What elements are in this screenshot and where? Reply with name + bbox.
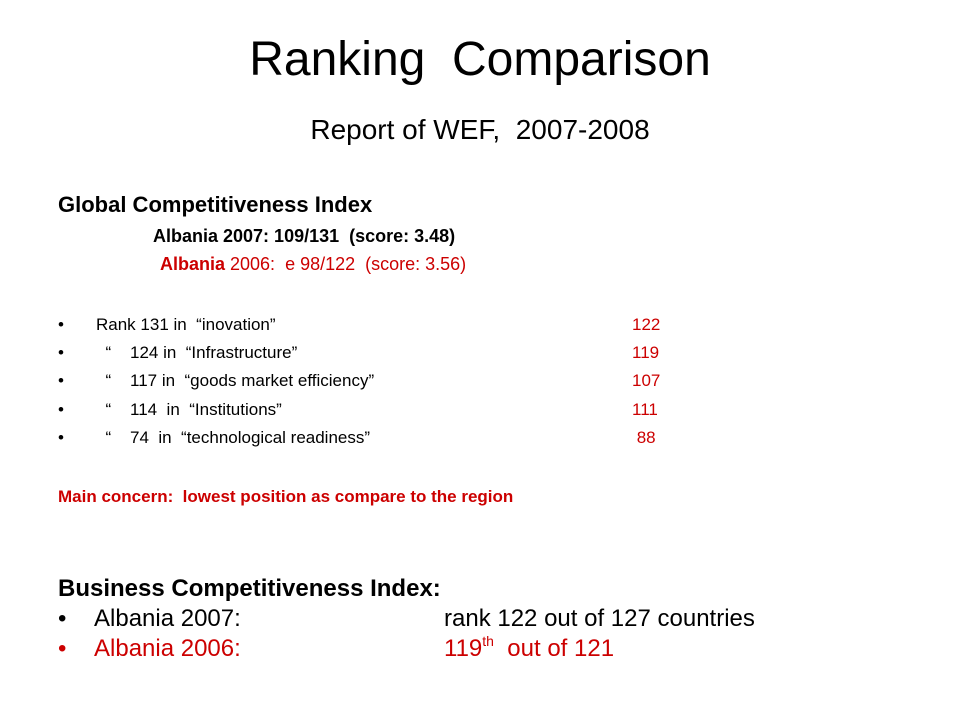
gci-main-concern: Main concern: lowest position as compare… [58, 487, 514, 506]
bullet-icon: • [58, 400, 64, 419]
gci-albania-2007: Albania 2007: 109/131 (score: 3.48) [153, 226, 456, 246]
gci-albania-2006: Albania 2006: e 98/122 (score: 3.56) [160, 253, 466, 275]
page-subtitle: Report of WEF, 2007-2008 [310, 114, 650, 145]
bci-2006-rest: out of 121 [493, 635, 615, 662]
rank-text: “ 114 in “Institutions” [96, 400, 282, 419]
bullet-icon: • [58, 635, 67, 662]
bci-2006-rank: 119 [444, 635, 483, 662]
bci-2007-value: rank 122 out of 127 countries [444, 605, 755, 632]
rank-text: “ 117 in “goods market efficiency” [96, 371, 375, 390]
rank-previous: 88 [632, 428, 656, 447]
bullet-icon: • [58, 428, 64, 447]
bci-2006-ordinal-suffix: th [482, 633, 494, 649]
rank-previous: 119 [632, 343, 660, 362]
bci-2007-label: Albania 2007: [94, 605, 241, 632]
bullet-icon: • [58, 371, 64, 390]
bci-heading: Business Competitiveness Index: [58, 575, 441, 602]
rank-previous: 122 [632, 315, 661, 334]
bullet-icon: • [58, 315, 64, 334]
gci-albania-2006-country: Albania [160, 254, 226, 274]
bullet-icon: • [58, 605, 67, 632]
rank-previous: 111 [632, 400, 658, 419]
bullet-icon: • [58, 343, 64, 362]
rank-text: Rank 131 in “inovation” [96, 315, 276, 334]
bci-2006-value: 119th out of 121 [444, 634, 614, 664]
rank-text: “ 74 in “technological readiness” [96, 428, 371, 447]
page-title: Ranking Comparison [249, 33, 711, 86]
gci-heading: Global Competitiveness Index [58, 192, 373, 217]
gci-albania-2006-rest: 2006: e 98/122 (score: 3.56) [225, 254, 467, 274]
rank-previous: 107 [632, 371, 661, 390]
rank-text: “ 124 in “Infrastructure” [96, 343, 298, 362]
bci-2006-label: Albania 2006: [94, 635, 241, 662]
